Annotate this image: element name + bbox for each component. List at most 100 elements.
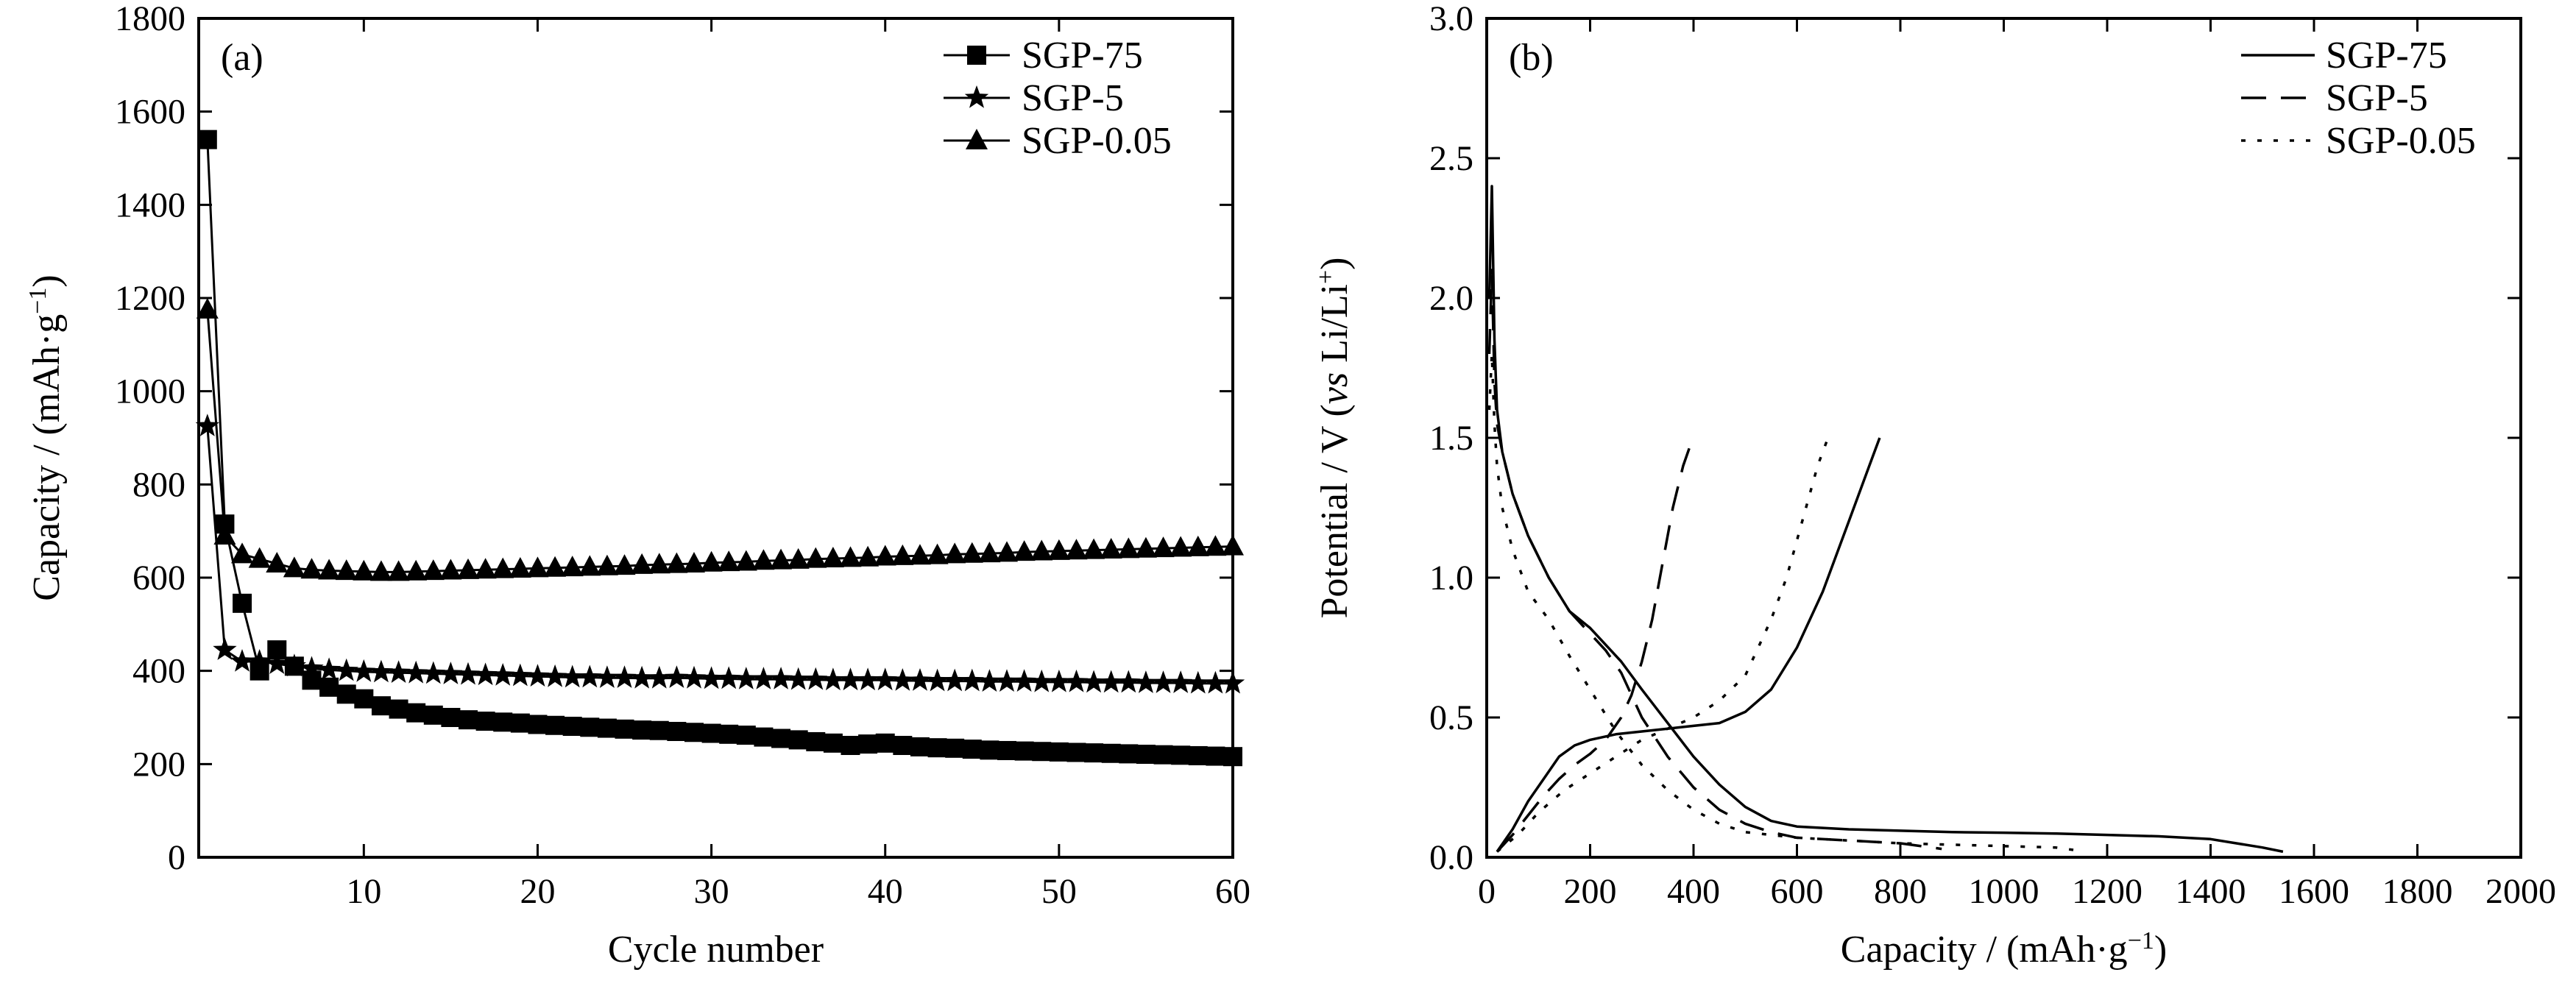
panel-b-y-tick-label: 0.5 (1429, 698, 1473, 737)
panel-a-data-point (891, 544, 914, 565)
panel-a-data-point (804, 667, 828, 690)
panel-a-data-point (509, 556, 531, 578)
panel-a-series-line (206, 139, 1234, 758)
panel-b-x-tick-label: 0 (1478, 872, 1496, 911)
panel-a-data-point (197, 130, 217, 149)
panel-a-data-point (233, 593, 252, 613)
panel-a-data-point (858, 734, 878, 754)
panel-a-data-point (1203, 670, 1228, 694)
panel-a-data-point (561, 556, 584, 577)
panel-b-x-tick-label: 1600 (2279, 872, 2349, 911)
panel-a-data-point (615, 719, 634, 739)
panel-a-data-point (1065, 539, 1088, 560)
panel-a-legend-marker (967, 46, 986, 65)
panel-a-data-point (283, 556, 305, 578)
panel-b-y-tick-label: 3.0 (1429, 0, 1473, 38)
panel-a-data-point (960, 668, 984, 692)
panel-a-data-point (1049, 742, 1069, 762)
panel-a-data-point (907, 668, 933, 691)
panel-a-data-point (1032, 742, 1052, 762)
panel-a-data-point (994, 669, 1019, 692)
panel-a-data-point (319, 677, 339, 697)
panel-a-data-point (404, 660, 428, 684)
panel-b-x-axis-title-main: Capacity / (mAh·g (1841, 929, 2128, 971)
panel-a-y-tick-label: 1600 (115, 93, 185, 132)
panel-a-plot-frame (197, 17, 1234, 859)
panel-a-data-point (335, 559, 358, 581)
panel-a-data-point (665, 665, 689, 688)
panel-a-data-point (1153, 745, 1173, 765)
panel-a-y-tick-label: 1200 (115, 279, 185, 318)
panel-b-discharge-curve (1487, 185, 2284, 854)
panel-b-x-tick-label: 600 (1771, 872, 1824, 911)
panel-a-data-point (421, 661, 445, 684)
panel-a-y-axis-title-close: ) (26, 274, 68, 287)
panel-a-series-sgp-5 (195, 414, 1245, 694)
panel-a-data-point (1084, 743, 1104, 763)
panel-a-data-point (560, 664, 584, 688)
panel-a-data-point (387, 560, 410, 581)
panel-a-data-point (595, 665, 620, 688)
panel-a-axis-ticks: 10 20 30 40 50 600200400600800100012001400160… (115, 0, 1250, 911)
panel-a-series-group (195, 130, 1245, 767)
panel-a-y-tick-label: 400 (132, 652, 185, 691)
panel-a-data-point (699, 666, 723, 690)
panel-a-data-point (493, 712, 513, 732)
panel-a-data-point (927, 738, 947, 758)
panel-b-x-axis-title-sup: −1 (2128, 927, 2154, 954)
panel-a-data-point (545, 715, 565, 735)
panel-a-data-point (1099, 670, 1123, 693)
panel-a-legend-label: SGP-0.05 (1022, 120, 1172, 162)
panel-a-data-point (647, 665, 671, 689)
panel-b-y-axis-title: Potential / V (vs Li/Li+) (1312, 257, 1356, 618)
panel-a-data-point (945, 738, 965, 758)
panel-a-data-point (788, 730, 808, 750)
panel-a-data-point (996, 541, 1019, 562)
panel-a-y-tick-label: 0 (168, 838, 185, 877)
panel-a-data-point (354, 689, 374, 709)
panel-a-data-point (838, 667, 863, 691)
panel-a-data-point (406, 703, 426, 723)
panel-a-data-point (875, 733, 895, 753)
panel-a-data-point (562, 717, 582, 737)
panel-a-data-point (718, 550, 740, 572)
panel-a-data-point (1186, 535, 1209, 556)
panel-a-data-point (474, 558, 497, 579)
panel-a-data-point (248, 547, 271, 568)
panel-a-data-point (1100, 538, 1122, 559)
panel-a-data-point (804, 547, 827, 568)
panel-a-data-point (719, 724, 739, 744)
panel-b-potential-chart: 0 200 400 600 800 1000 1200 1400 1600 1800 2000 0.0… (1312, 0, 2557, 971)
panel-a-data-point (353, 559, 375, 581)
panel-a-legend-marker (964, 85, 989, 108)
panel-a-data-point (266, 552, 289, 573)
panel-b-series-sgp-0-05 (1487, 352, 2077, 853)
panel-a-data-point (578, 664, 602, 688)
panel-a-legend-marker (966, 129, 988, 149)
panel-a-data-point (1171, 745, 1191, 765)
panel-a-data-point (369, 560, 392, 581)
panel-a-data-point (943, 668, 967, 692)
panel-a-y-tick-label: 1800 (115, 0, 185, 38)
panel-a-data-point (578, 555, 601, 576)
panel-b-y-axis-title-rest: Li/Li (1314, 284, 1356, 372)
panel-a-data-point (1134, 536, 1157, 558)
panel-b-axis-ticks: 0 200 400 600 800 1000 1200 1400 1600 1800 2000 0.0… (1429, 0, 2556, 911)
panel-a-y-tick-label: 800 (132, 465, 185, 504)
panel-a-x-axis-title: Cycle number (608, 929, 824, 971)
panel-a-data-point (667, 722, 687, 741)
panel-a-data-point (526, 664, 550, 687)
panel-a-data-point (336, 684, 356, 704)
panel-a-data-point (630, 665, 654, 689)
panel-a-data-point (1014, 741, 1034, 761)
panel-a-data-point (925, 668, 949, 692)
panel-a-data-point (316, 657, 342, 681)
panel-a-y-axis-title-sup: −1 (24, 288, 52, 314)
panel-b-x-axis-title: Capacity / (mAh·g−1) (1841, 927, 2167, 971)
panel-a-data-point (768, 667, 793, 690)
panel-a-y-tick-label: 200 (132, 745, 185, 784)
panel-a-y-axis-title-main: Capacity / (mAh·g (26, 314, 68, 601)
panel-b-x-tick-label: 1800 (2382, 872, 2453, 911)
